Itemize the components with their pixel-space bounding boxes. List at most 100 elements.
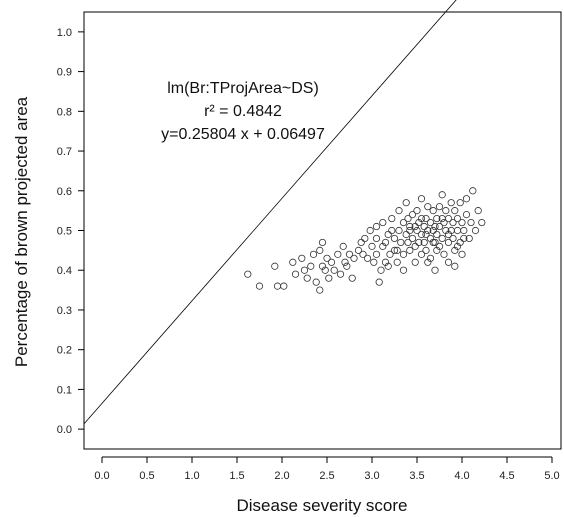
- data-point: [366, 226, 374, 235]
- data-point: [307, 262, 315, 270]
- data-point: [474, 207, 482, 215]
- y-tick-label: 0.5: [57, 226, 72, 238]
- y-tick-label: 0.6: [57, 186, 72, 198]
- data-point: [444, 230, 453, 239]
- annotation-equation: y=0.25804 x + 0.06497: [161, 126, 325, 143]
- data-point: [411, 258, 419, 266]
- data-point: [429, 238, 437, 247]
- data-point: [417, 250, 426, 258]
- data-point: [399, 266, 408, 274]
- data-point: [339, 242, 347, 250]
- data-point: [413, 207, 421, 215]
- x-tick-label: 2.0: [274, 470, 289, 482]
- data-point: [433, 214, 441, 223]
- data-points: [244, 187, 486, 294]
- data-point: [244, 270, 252, 278]
- data-point: [435, 242, 444, 250]
- data-point: [426, 254, 435, 262]
- data-point: [388, 226, 396, 235]
- y-tick-label: 0.4: [57, 265, 72, 277]
- data-point: [397, 238, 405, 247]
- data-point: [424, 258, 432, 266]
- data-point: [273, 282, 282, 290]
- data-point: [309, 250, 318, 258]
- y-tick-label: 0.0: [57, 424, 72, 436]
- data-point: [318, 238, 327, 247]
- data-point: [411, 242, 419, 250]
- data-point: [429, 226, 437, 235]
- data-point: [316, 246, 324, 254]
- data-point: [280, 282, 288, 290]
- x-tick-label: 4.0: [454, 470, 469, 482]
- data-point: [316, 286, 324, 294]
- data-point: [402, 199, 410, 207]
- data-point: [298, 254, 306, 262]
- data-point: [465, 234, 473, 243]
- data-point: [408, 211, 417, 219]
- data-point: [438, 234, 446, 243]
- regression-line: [83, 0, 457, 425]
- data-point: [453, 214, 462, 223]
- data-point: [361, 234, 369, 243]
- data-point: [372, 234, 381, 243]
- data-point: [354, 246, 363, 254]
- data-point: [444, 258, 453, 266]
- y-tick-label: 0.1: [57, 384, 72, 396]
- x-tick-label: 1.0: [184, 470, 199, 482]
- data-point: [372, 250, 381, 258]
- data-point: [442, 207, 450, 215]
- data-point: [384, 262, 392, 270]
- data-point: [451, 207, 459, 215]
- annotation-r-squared: r² = 0.4842: [204, 103, 282, 120]
- data-point: [415, 238, 423, 247]
- x-tick-label: 1.5: [229, 470, 244, 482]
- data-point: [451, 262, 459, 270]
- data-point: [467, 218, 475, 227]
- data-point: [271, 262, 279, 270]
- data-point: [411, 222, 419, 231]
- data-point: [406, 222, 414, 231]
- data-point: [395, 207, 403, 215]
- data-point: [323, 254, 331, 262]
- data-point: [453, 226, 462, 235]
- data-point: [406, 226, 414, 235]
- annotation-model: lm(Br:TProjArea~DS): [167, 80, 319, 97]
- data-point: [327, 258, 336, 266]
- data-point: [469, 187, 477, 195]
- data-point: [458, 218, 466, 227]
- data-point: [300, 266, 309, 274]
- data-point: [399, 218, 408, 227]
- data-point: [321, 266, 329, 274]
- y-tick-label: 0.3: [57, 305, 72, 317]
- data-point: [433, 246, 441, 254]
- data-point: [390, 234, 399, 243]
- data-point: [417, 230, 426, 239]
- data-point: [440, 218, 448, 227]
- data-point: [451, 246, 459, 254]
- data-point: [368, 242, 376, 250]
- data-point: [458, 250, 466, 258]
- data-point: [431, 266, 439, 274]
- data-point: [375, 278, 383, 286]
- data-point: [408, 234, 417, 243]
- data-point: [334, 250, 342, 258]
- x-tick-label: 3.0: [364, 470, 379, 482]
- data-point: [388, 214, 396, 223]
- data-point: [447, 199, 455, 207]
- x-tick-label: 2.5: [319, 470, 334, 482]
- data-point: [359, 250, 367, 258]
- data-point: [399, 250, 408, 258]
- data-point: [417, 195, 426, 203]
- data-point: [402, 230, 410, 239]
- data-point: [395, 226, 403, 235]
- data-point: [404, 214, 412, 223]
- data-point: [420, 222, 428, 231]
- data-point: [393, 246, 401, 254]
- data-point: [442, 226, 450, 235]
- data-point: [350, 254, 358, 262]
- data-point: [417, 214, 426, 223]
- data-point: [438, 191, 446, 199]
- data-point: [386, 250, 394, 258]
- data-point: [433, 230, 441, 239]
